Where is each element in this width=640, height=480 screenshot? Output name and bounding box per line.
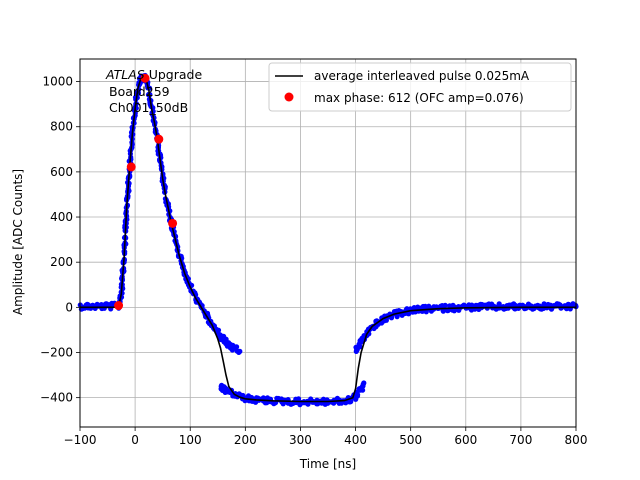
max-phase-point <box>126 162 136 172</box>
y-tick-label: 600 <box>50 165 73 179</box>
legend-entry-average: average interleaved pulse 0.025mA <box>314 69 530 83</box>
scatter-point <box>355 392 361 398</box>
axes-frame <box>79 58 577 428</box>
max-phase-point <box>140 73 150 83</box>
scatter-point <box>361 380 367 386</box>
legend-entry-max-phase: max phase: 612 (OFC amp=0.076) <box>314 91 524 105</box>
x-tick-label: 500 <box>399 433 422 447</box>
x-tick-label: 800 <box>565 433 588 447</box>
y-tick-label: 200 <box>50 255 73 269</box>
atlas-annotation-italic: ATLAS <box>105 67 145 82</box>
legend-marker-swatch <box>284 92 294 102</box>
max-phase-point <box>168 218 178 228</box>
x-tick-label: −100 <box>64 433 97 447</box>
scatter-point <box>442 302 448 308</box>
atlas-annotation-upgrade: Upgrade <box>145 67 203 82</box>
x-tick-label: 300 <box>289 433 312 447</box>
legend-box <box>268 62 572 112</box>
scatter-point <box>215 327 222 333</box>
y-axis-label: Amplitude [ADC Counts] <box>11 169 25 315</box>
y-tick-label: 800 <box>50 120 73 134</box>
x-tick-label: 400 <box>344 433 367 447</box>
y-tick-label: −200 <box>40 345 73 359</box>
plot-area <box>77 72 579 408</box>
atlas-annotation: ATLAS Upgrade Board259 Ch001_50dB <box>105 67 202 115</box>
y-tick-label: 400 <box>50 210 73 224</box>
y-tick-label: −400 <box>40 391 73 405</box>
average-pulse-line <box>80 76 576 403</box>
x-tick-label: 200 <box>234 433 257 447</box>
x-tick-label: 600 <box>454 433 477 447</box>
max-phase-point <box>154 134 164 144</box>
y-tick-label: 0 <box>65 300 73 314</box>
x-tick-label: 0 <box>131 433 139 447</box>
atlas-annotation-channel: Ch001_50dB <box>109 100 188 115</box>
scatter-point <box>357 344 363 350</box>
scatter-point <box>496 301 502 307</box>
max-phase-markers <box>114 73 178 311</box>
x-axis: −100 0 100 200 300 400 500 600 700 800 <box>64 427 588 447</box>
y-axis: −400 −200 0 200 400 600 800 1000 <box>40 75 80 405</box>
scatter-point <box>237 348 243 354</box>
y-tick-label: 1000 <box>42 75 73 89</box>
atlas-annotation-board: Board259 <box>109 84 170 99</box>
scatter-point <box>240 392 246 399</box>
svg-text:ATLAS Upgrade: ATLAS Upgrade <box>105 67 202 82</box>
x-tick-label: 100 <box>179 433 202 447</box>
max-phase-point <box>114 301 124 311</box>
x-axis-label: Time [ns] <box>299 457 356 471</box>
x-tick-label: 700 <box>509 433 532 447</box>
legend: average interleaved pulse 0.025mA max ph… <box>268 62 572 112</box>
